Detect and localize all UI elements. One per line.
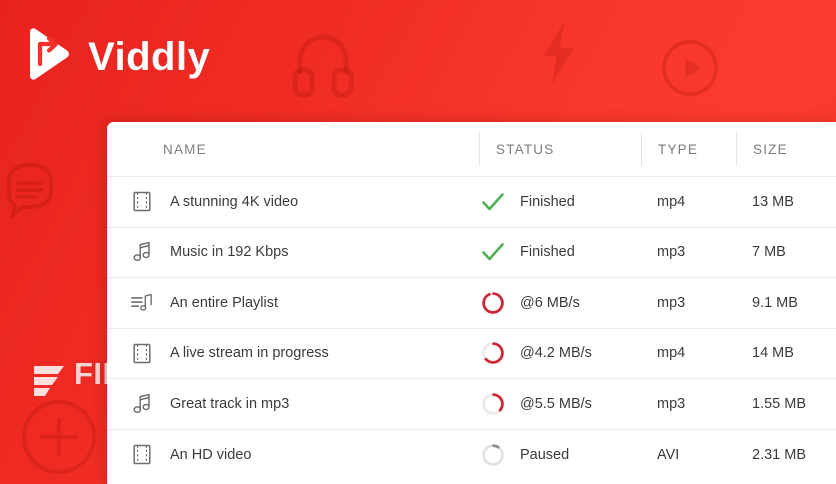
cell-status: @4.2 MB/s (479, 329, 641, 379)
spinner-icon[interactable] (480, 391, 506, 417)
status-label: Paused (520, 446, 570, 463)
cell-name: A stunning 4K video (107, 177, 479, 227)
brand-logo: Viddly (18, 26, 210, 87)
cell-name: Great track in mp3 (107, 379, 479, 429)
play-triangle-logo-icon (18, 26, 74, 87)
table-row[interactable]: An HD video Paused AVI 2.31 MB (107, 429, 836, 481)
cell-status: @6 MB/s (479, 278, 641, 328)
status-label: @5.5 MB/s (520, 395, 592, 412)
spinner-icon[interactable] (480, 340, 506, 366)
table-row[interactable]: Great track in mp3 @5.5 MB/s mp3 1.55 MB (107, 379, 836, 430)
column-header-size[interactable]: SIZE (736, 132, 836, 166)
check-icon[interactable] (480, 189, 506, 215)
cell-type: mp3 (657, 244, 686, 261)
cell-size: 2.31 MB (752, 446, 806, 463)
cell-type: AVI (657, 446, 680, 463)
cell-name: An entire Playlist (107, 278, 479, 328)
cell-type: mp4 (657, 193, 686, 210)
column-header-type[interactable]: TYPE (641, 132, 736, 166)
spinner-paused-icon[interactable] (480, 442, 506, 468)
cell-size: 1.55 MB (752, 395, 806, 412)
file-name-label: Music in 192 Kbps (170, 244, 289, 261)
cell-status: Finished (479, 228, 641, 278)
status-label: Finished (520, 193, 575, 210)
playlist-icon (131, 292, 153, 314)
table-row[interactable]: An entire Playlist @6 MB/s mp3 9.1 MB (107, 278, 836, 329)
play-circle-icon (661, 39, 719, 102)
status-label: @4.2 MB/s (520, 345, 592, 362)
cell-name: A live stream in progress (107, 329, 479, 379)
cell-status: @5.5 MB/s (479, 379, 641, 429)
plus-circle-icon (20, 398, 98, 481)
table-body: A stunning 4K video Finished mp4 13 MB Music… (107, 177, 836, 480)
file-name-label: A stunning 4K video (170, 193, 299, 210)
status-label: @6 MB/s (520, 294, 580, 311)
cell-name: Music in 192 Kbps (107, 228, 479, 278)
cell-type: mp3 (657, 294, 686, 311)
film-strip-icon (131, 191, 153, 213)
spinner-icon[interactable] (480, 290, 506, 316)
film-strip-icon (131, 342, 153, 364)
film-strip-icon (131, 444, 153, 466)
cell-type: mp4 (657, 345, 686, 362)
headphones-icon (292, 32, 354, 105)
downloads-panel: NAME STATUS TYPE SIZE A stunning 4K vide… (107, 122, 836, 484)
brand-name: Viddly (88, 34, 211, 79)
music-note-icon (131, 393, 153, 415)
status-label: Finished (520, 244, 575, 261)
cell-name: An HD video (107, 430, 479, 481)
file-name-label: A live stream in progress (170, 345, 329, 362)
cell-size: 7 MB (752, 244, 786, 261)
check-icon[interactable] (480, 239, 506, 265)
column-header-status[interactable]: STATUS (479, 132, 641, 166)
file-name-label: Great track in mp3 (170, 395, 290, 412)
cell-size: 13 MB (752, 193, 794, 210)
table-header: NAME STATUS TYPE SIZE (107, 122, 836, 177)
file-name-label: An entire Playlist (170, 294, 278, 311)
cell-size: 14 MB (752, 345, 794, 362)
cell-size: 9.1 MB (752, 294, 798, 311)
table-row[interactable]: A stunning 4K video Finished mp4 13 MB (107, 177, 836, 228)
cell-type: mp3 (657, 395, 686, 412)
column-header-name[interactable]: NAME (163, 141, 207, 157)
music-note-icon (131, 241, 153, 263)
file-name-label: An HD video (170, 446, 252, 463)
cell-status: Finished (479, 177, 641, 227)
cell-status: Paused (479, 430, 641, 481)
table-row[interactable]: Music in 192 Kbps Finished mp3 7 MB (107, 227, 836, 278)
lightning-bolt-icon (538, 20, 580, 91)
table-row[interactable]: A live stream in progress @4.2 MB/s mp4 14 … (107, 328, 836, 379)
chat-bubble-icon (4, 162, 58, 223)
